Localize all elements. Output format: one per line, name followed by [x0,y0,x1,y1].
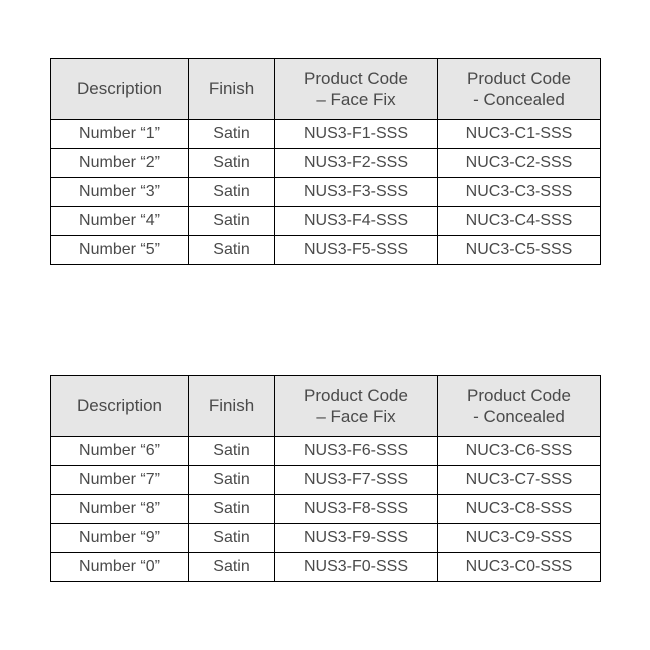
cell-face-fix: NUS3-F6-SSS [275,437,438,466]
cell-face-fix: NUS3-F0-SSS [275,553,438,582]
cell-finish: Satin [189,120,275,149]
table-row: Number “4” Satin NUS3-F4-SSS NUC3-C4-SSS [51,207,601,236]
cell-finish: Satin [189,437,275,466]
col-finish: Finish [189,59,275,120]
cell-description: Number “4” [51,207,189,236]
cell-description: Number “6” [51,437,189,466]
col-description: Description [51,376,189,437]
table-header-row: Description Finish Product Code – Face F… [51,59,601,120]
cell-description: Number “5” [51,236,189,265]
cell-face-fix: NUS3-F1-SSS [275,120,438,149]
product-table-1: Description Finish Product Code – Face F… [50,58,601,265]
col-face-fix-l1: Product Code [304,69,408,88]
col-concealed-l1: Product Code [467,386,571,405]
cell-face-fix: NUS3-F3-SSS [275,178,438,207]
product-table-2: Description Finish Product Code – Face F… [50,375,601,582]
cell-description: Number “0” [51,553,189,582]
cell-concealed: NUC3-C0-SSS [438,553,601,582]
col-description: Description [51,59,189,120]
table-row: Number “0” Satin NUS3-F0-SSS NUC3-C0-SSS [51,553,601,582]
table-row: Number “6” Satin NUS3-F6-SSS NUC3-C6-SSS [51,437,601,466]
cell-concealed: NUC3-C8-SSS [438,495,601,524]
cell-description: Number “8” [51,495,189,524]
cell-concealed: NUC3-C3-SSS [438,178,601,207]
table-row: Number “3” Satin NUS3-F3-SSS NUC3-C3-SSS [51,178,601,207]
cell-face-fix: NUS3-F4-SSS [275,207,438,236]
table-row: Number “2” Satin NUS3-F2-SSS NUC3-C2-SSS [51,149,601,178]
cell-finish: Satin [189,149,275,178]
cell-finish: Satin [189,524,275,553]
col-concealed: Product Code - Concealed [438,59,601,120]
table-row: Number “8” Satin NUS3-F8-SSS NUC3-C8-SSS [51,495,601,524]
col-concealed-l1: Product Code [467,69,571,88]
col-concealed: Product Code - Concealed [438,376,601,437]
cell-finish: Satin [189,207,275,236]
page-wrap: Description Finish Product Code – Face F… [0,0,650,582]
col-finish: Finish [189,376,275,437]
col-face-fix: Product Code – Face Fix [275,376,438,437]
cell-finish: Satin [189,236,275,265]
cell-description: Number “3” [51,178,189,207]
cell-face-fix: NUS3-F2-SSS [275,149,438,178]
cell-face-fix: NUS3-F5-SSS [275,236,438,265]
col-concealed-l2: - Concealed [473,90,565,109]
cell-finish: Satin [189,466,275,495]
cell-concealed: NUC3-C5-SSS [438,236,601,265]
cell-description: Number “9” [51,524,189,553]
cell-description: Number “1” [51,120,189,149]
cell-concealed: NUC3-C4-SSS [438,207,601,236]
table-row: Number “1” Satin NUS3-F1-SSS NUC3-C1-SSS [51,120,601,149]
cell-description: Number “7” [51,466,189,495]
col-face-fix: Product Code – Face Fix [275,59,438,120]
cell-concealed: NUC3-C1-SSS [438,120,601,149]
table-row: Number “7” Satin NUS3-F7-SSS NUC3-C7-SSS [51,466,601,495]
cell-description: Number “2” [51,149,189,178]
cell-finish: Satin [189,553,275,582]
cell-face-fix: NUS3-F9-SSS [275,524,438,553]
cell-face-fix: NUS3-F8-SSS [275,495,438,524]
cell-finish: Satin [189,495,275,524]
table-gap [50,265,600,375]
table-row: Number “5” Satin NUS3-F5-SSS NUC3-C5-SSS [51,236,601,265]
cell-finish: Satin [189,178,275,207]
cell-concealed: NUC3-C2-SSS [438,149,601,178]
col-face-fix-l1: Product Code [304,386,408,405]
table-row: Number “9” Satin NUS3-F9-SSS NUC3-C9-SSS [51,524,601,553]
cell-face-fix: NUS3-F7-SSS [275,466,438,495]
table-header-row: Description Finish Product Code – Face F… [51,376,601,437]
cell-concealed: NUC3-C9-SSS [438,524,601,553]
col-face-fix-l2: – Face Fix [316,407,395,426]
cell-concealed: NUC3-C7-SSS [438,466,601,495]
cell-concealed: NUC3-C6-SSS [438,437,601,466]
col-face-fix-l2: – Face Fix [316,90,395,109]
col-concealed-l2: - Concealed [473,407,565,426]
